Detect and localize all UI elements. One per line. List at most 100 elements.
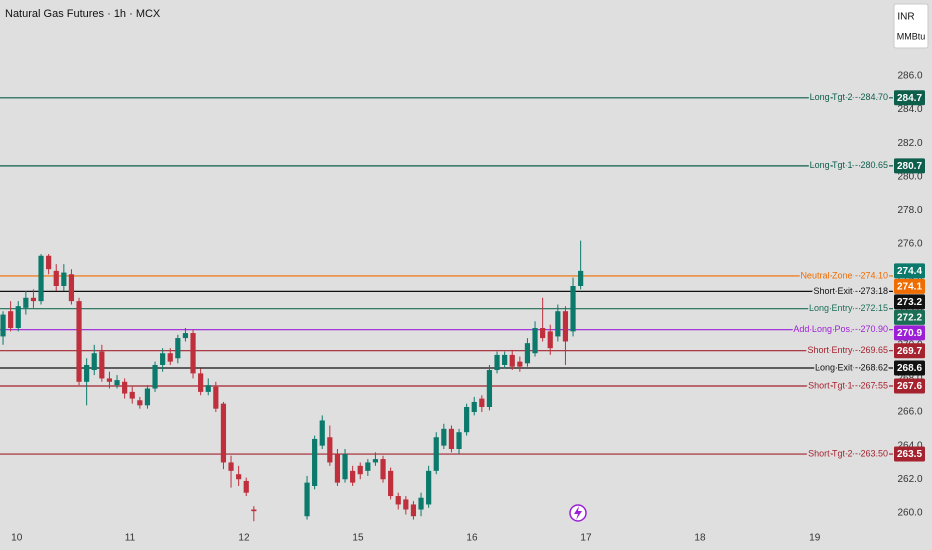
y-tick-label: 278.0 xyxy=(897,205,922,216)
level-badge-text: 269.7 xyxy=(897,346,922,357)
level-label: Add Long Pos. - 270.90 xyxy=(793,324,888,334)
candle-body xyxy=(479,398,485,407)
candle-body xyxy=(220,403,227,463)
candle-body xyxy=(342,454,348,480)
level-badge-text: 272.2 xyxy=(897,313,922,324)
candle-body xyxy=(509,354,515,367)
candle-body xyxy=(84,364,90,382)
candle-body xyxy=(365,462,371,471)
candle-body xyxy=(532,328,538,354)
x-tick-label: 10 xyxy=(11,533,23,544)
level-badge-text: 273.2 xyxy=(897,297,922,308)
y-tick-label: 262.0 xyxy=(897,474,922,485)
candle-body xyxy=(91,353,97,371)
x-tick-label: 11 xyxy=(125,533,136,544)
level-label: Short Tgt 2 - 263.50 xyxy=(808,448,888,458)
level-badge-text: 270.9 xyxy=(897,328,922,339)
x-tick-label: 17 xyxy=(580,533,592,544)
level-badge xyxy=(894,325,925,341)
candle-body xyxy=(448,428,455,450)
candle-body xyxy=(46,255,52,270)
candle-body xyxy=(114,380,120,386)
candle-body xyxy=(129,391,135,399)
candle-body xyxy=(388,470,394,497)
candle-body xyxy=(76,301,82,382)
candle-body xyxy=(456,432,462,450)
candle-body xyxy=(502,354,508,365)
candle-body xyxy=(15,306,21,329)
level-badge xyxy=(894,278,925,294)
level-label: Neutral Zone - 274.10 xyxy=(800,270,888,280)
candle-body xyxy=(441,428,447,446)
candle-body xyxy=(68,274,75,302)
y-tick-label: 260.0 xyxy=(897,508,922,519)
candle-body xyxy=(524,343,531,364)
level-badge-text: 268.6 xyxy=(897,363,922,374)
candle-body xyxy=(213,386,219,409)
candle-body xyxy=(410,504,417,517)
candle-body xyxy=(403,499,409,510)
level-badge xyxy=(894,360,925,376)
candle-body xyxy=(555,311,561,337)
level-badge xyxy=(894,90,925,106)
candle-body xyxy=(137,400,143,406)
level-label: Long Exit - 268.62 xyxy=(815,362,888,372)
level-badge-text: 284.7 xyxy=(897,93,922,104)
candle-body xyxy=(350,470,356,483)
candle-body xyxy=(53,270,59,287)
candle-body xyxy=(99,351,105,379)
candle-body xyxy=(464,406,470,433)
level-badge-text: 267.6 xyxy=(897,381,922,392)
unit-box[interactable] xyxy=(893,3,929,49)
candle-body xyxy=(190,333,196,374)
x-tick-label: 15 xyxy=(352,533,364,544)
y-tick-label: 282.0 xyxy=(897,138,922,149)
candle-body xyxy=(23,297,29,308)
candle-body xyxy=(380,459,386,480)
candle-body xyxy=(152,364,158,389)
unit[interactable]: MMBtu xyxy=(897,31,926,41)
level-badge xyxy=(894,343,925,359)
candle-body xyxy=(243,480,249,493)
y-tick-label: 276.0 xyxy=(897,239,922,250)
chart-title: Natural Gas Futures · 1h · MCX xyxy=(5,8,161,20)
candle-body xyxy=(547,331,553,349)
candle-body xyxy=(198,373,204,392)
candle-body xyxy=(38,255,44,302)
candle-body xyxy=(236,474,242,480)
candle-body xyxy=(319,420,325,446)
candle-body xyxy=(304,482,310,517)
level-label: Long Tgt 1 - 280.65 xyxy=(810,160,888,170)
candle-body xyxy=(334,454,341,483)
candle-body xyxy=(426,470,432,505)
plot: 260.0262.0264.0266.0268.0270.0272.0274.0… xyxy=(0,71,925,544)
y-tick-label: 264.0 xyxy=(897,440,922,451)
level-badge xyxy=(894,158,925,174)
candle-body xyxy=(228,462,234,471)
last-price-badge-text: 274.4 xyxy=(897,266,922,277)
level-label: Short Exit - 273.18 xyxy=(813,286,888,296)
candle-body xyxy=(494,354,500,371)
candle-body xyxy=(540,328,546,339)
alert-icon[interactable] xyxy=(569,504,587,522)
candle-body xyxy=(562,311,569,342)
candle-body xyxy=(395,496,401,505)
level-label: Long Entry - 272.15 xyxy=(809,303,888,313)
x-tick-label: 19 xyxy=(809,533,821,544)
candle-body xyxy=(570,286,576,332)
x-tick-label: 12 xyxy=(238,533,250,544)
level-badge xyxy=(894,294,925,310)
candle-body xyxy=(205,385,211,392)
level-badge xyxy=(894,378,925,394)
candle-body xyxy=(8,311,14,329)
level-badge xyxy=(894,309,925,325)
level-badge xyxy=(894,446,925,462)
candle-body xyxy=(372,459,379,463)
y-tick-label: 280.0 xyxy=(897,171,922,182)
candle-body xyxy=(251,509,257,512)
level-label: Short Tgt 1 - 267.55 xyxy=(808,380,888,390)
candle-body xyxy=(327,437,333,463)
candle-body xyxy=(182,333,189,339)
currency[interactable]: INR xyxy=(897,12,914,23)
